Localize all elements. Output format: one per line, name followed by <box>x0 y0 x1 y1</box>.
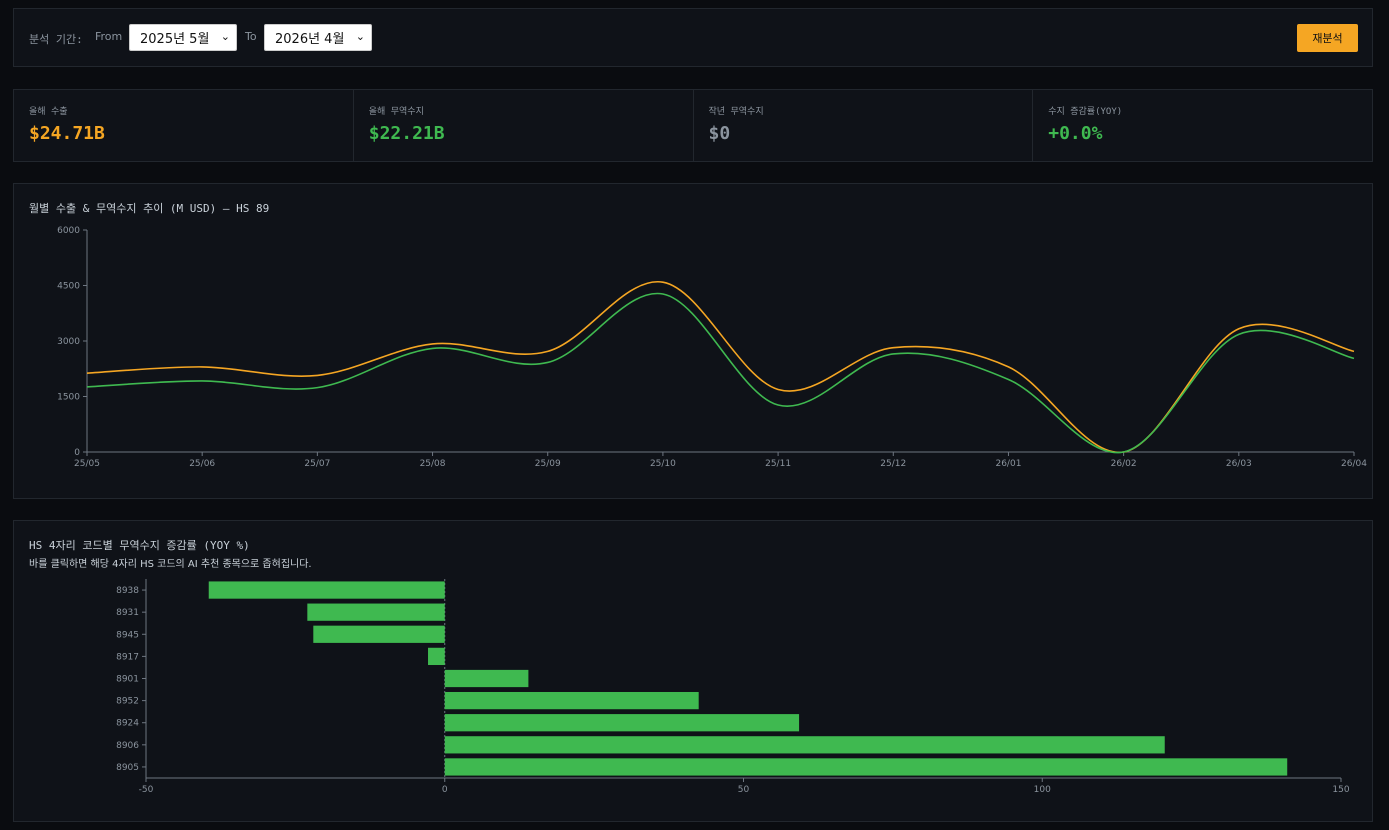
from-label: From <box>95 30 123 43</box>
y-tick-label: 1500 <box>57 393 80 403</box>
x-tick-label: 25/10 <box>650 459 676 469</box>
toolbar: 분석 기간: From 2025년 5월 ⌄ To 2026년 4월 ⌄ 재분석 <box>13 8 1373 67</box>
y-tick-label: 8905 <box>116 763 139 773</box>
to-label: To <box>245 30 257 43</box>
x-tick-label: 25/08 <box>420 459 446 469</box>
yoy-chart: -50 0 50 100 150 8938 8931 8945 8917 8901 8952 8924… <box>116 579 1350 795</box>
kpi-value: +0.0% <box>1048 123 1103 144</box>
bar-hs-8901[interactable] <box>444 669 529 688</box>
y-tick-label: 8938 <box>116 586 139 596</box>
y-tick-label: 8952 <box>116 697 139 707</box>
kpi-value: $0 <box>708 123 731 144</box>
x-tick-label: -50 <box>139 785 154 795</box>
yoy-chart-title: HS 4자리 코드별 무역수지 증감률 (YOY %) <box>29 539 250 552</box>
from-month-select[interactable]: 2025년 5월 ⌄ <box>129 24 237 51</box>
kpi-value: $24.71B <box>29 123 105 144</box>
y-tick-label: 4500 <box>57 282 80 292</box>
kpi-card-prev-balance: 작년 무역수지 $0 <box>694 90 1034 161</box>
y-tick-label: 8917 <box>116 652 139 662</box>
kpi-label: 수지 증감률(YOY) <box>1048 107 1123 117</box>
bar-hs-8945[interactable] <box>313 625 445 643</box>
period-label: 분석 기간: <box>29 33 83 46</box>
x-tick-label: 26/03 <box>1226 459 1252 469</box>
x-tick-label: 150 <box>1332 785 1349 795</box>
to-month-select[interactable]: 2026년 4월 ⌄ <box>264 24 372 51</box>
y-tick-label: 8901 <box>116 675 139 685</box>
x-tick-label: 25/09 <box>535 459 561 469</box>
trend-chart: 0 1500 3000 4500 6000 25/05 25/06 25/07 25/08 25/… <box>57 226 1367 469</box>
trend-chart-panel: 월별 수출 & 무역수지 추이 (M USD) — HS 89 0 1500 300… <box>13 183 1373 499</box>
x-tick-label: 25/06 <box>189 459 215 469</box>
bar-hs-8906[interactable] <box>444 736 1165 754</box>
bar-hs-8917[interactable] <box>428 647 445 666</box>
chevron-down-icon: ⌄ <box>355 30 365 43</box>
x-tick-label: 25/07 <box>304 459 330 469</box>
from-month-value: 2025년 5월 <box>140 32 210 47</box>
bar-hs-8952[interactable] <box>444 691 699 710</box>
export-series-line <box>86 281 1355 453</box>
kpi-label: 올해 무역수지 <box>368 107 424 117</box>
y-tick-label: 8924 <box>116 719 139 729</box>
bar-hs-8905[interactable] <box>444 758 1288 776</box>
y-tick-label: 0 <box>74 448 80 458</box>
x-tick-label: 100 <box>1034 785 1051 795</box>
kpi-card-balance: 올해 무역수지 $22.21B <box>354 90 694 161</box>
x-tick-label: 0 <box>442 785 448 795</box>
reanalyze-button[interactable]: 재분석 <box>1297 24 1358 52</box>
y-tick-label: 6000 <box>57 226 80 236</box>
kpi-label: 작년 무역수지 <box>708 107 764 117</box>
y-tick-label: 3000 <box>57 337 80 347</box>
x-tick-label: 50 <box>738 785 750 795</box>
trend-chart-title: 월별 수출 & 무역수지 추이 (M USD) — HS 89 <box>29 202 270 215</box>
kpi-value: $22.21B <box>368 123 445 144</box>
x-tick-label: 26/01 <box>995 459 1021 469</box>
y-tick-label: 8945 <box>116 630 139 640</box>
yoy-chart-panel: HS 4자리 코드별 무역수지 증감률 (YOY %) 바를 클릭하면 해당 4… <box>13 520 1373 822</box>
bar-hs-8931[interactable] <box>307 603 445 621</box>
x-tick-label: 25/12 <box>880 459 906 469</box>
chevron-down-icon: ⌄ <box>220 30 230 43</box>
x-tick-label: 26/02 <box>1111 459 1137 469</box>
bar-hs-8924[interactable] <box>444 714 800 732</box>
x-tick-label: 25/11 <box>765 459 791 469</box>
y-tick-label: 8906 <box>116 741 139 751</box>
bar-hs-8938[interactable] <box>208 581 445 599</box>
balance-series-line <box>86 292 1355 454</box>
x-tick-label: 25/05 <box>74 459 100 469</box>
y-tick-label: 8931 <box>116 608 139 618</box>
kpi-card-export: 올해 수출 $24.71B <box>14 90 354 161</box>
to-month-value: 2026년 4월 <box>275 32 345 47</box>
yoy-chart-subtitle: 바를 클릭하면 해당 4자리 HS 코드의 AI 추천 종목으로 좁혀집니다. <box>29 559 312 570</box>
kpi-card-yoy: 수지 증감률(YOY) +0.0% <box>1033 90 1372 161</box>
kpi-row: 올해 수출 $24.71B 올해 무역수지 $22.21B 작년 무역수지 $0… <box>13 89 1373 162</box>
kpi-label: 올해 수출 <box>29 107 68 117</box>
x-tick-label: 26/04 <box>1341 459 1367 469</box>
